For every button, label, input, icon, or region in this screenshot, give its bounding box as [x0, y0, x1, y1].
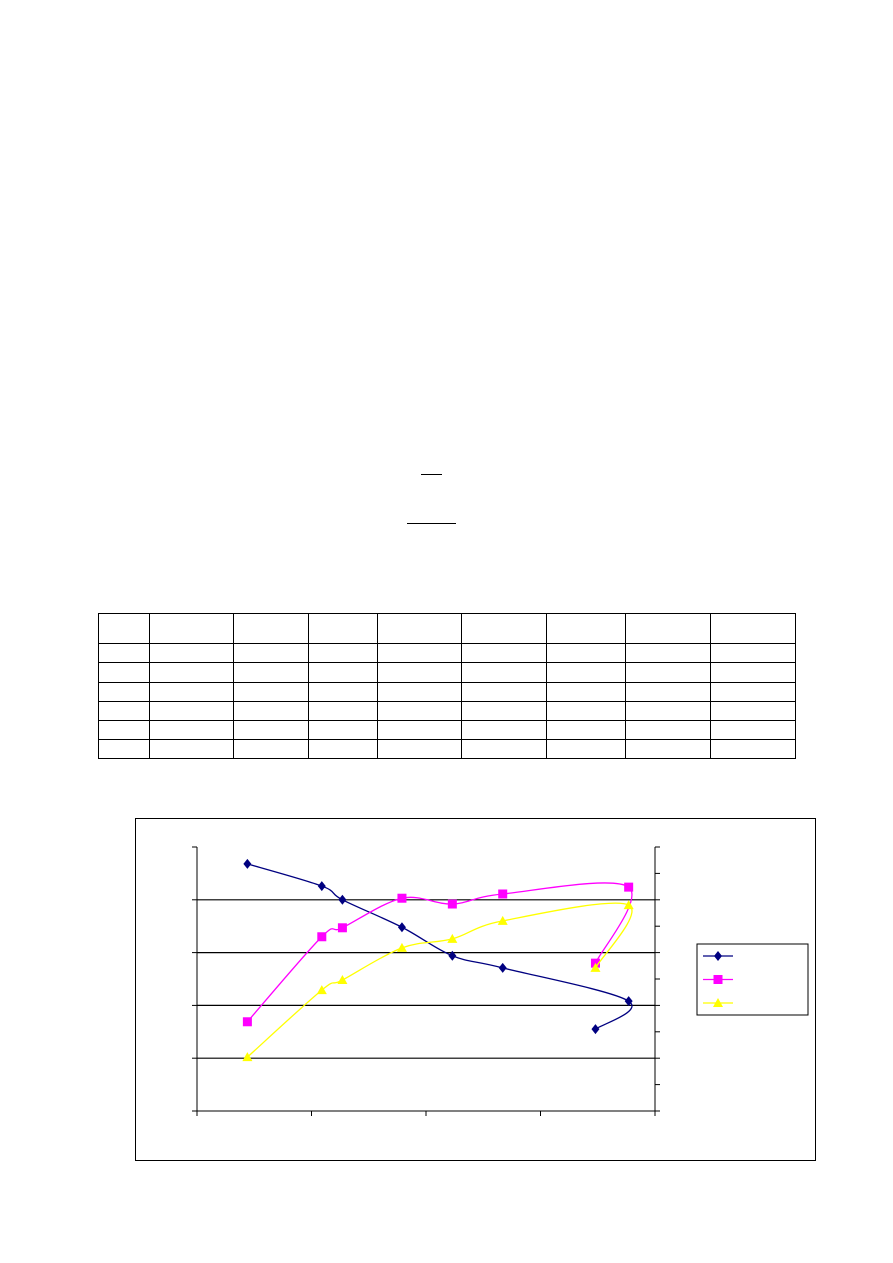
table-cell [546, 613, 626, 644]
data-point [397, 922, 406, 933]
data-point [242, 1052, 253, 1062]
data-point [396, 942, 407, 952]
data-point [338, 894, 347, 905]
fraction-bar-1 [421, 474, 442, 475]
table-cell [308, 613, 378, 644]
data-point [242, 1017, 252, 1027]
data-point [337, 975, 348, 985]
table-row [98, 701, 796, 721]
data-point [243, 858, 252, 869]
chart-area [135, 818, 816, 1161]
data-point [447, 933, 458, 943]
data-point [591, 1024, 600, 1035]
fraction-bar-2 [407, 523, 456, 524]
table-cell [625, 613, 711, 644]
series-line-3 [246, 902, 633, 1058]
data-point [397, 893, 407, 903]
data-point [448, 950, 457, 961]
data-point [317, 881, 326, 892]
data-point [498, 962, 507, 973]
data-point [337, 923, 347, 933]
legend-marker [713, 998, 723, 1007]
data-table [98, 613, 796, 759]
data-point [623, 900, 634, 910]
series-line-1 [247, 863, 633, 1030]
table-cell [710, 613, 796, 644]
table-cell [377, 613, 462, 644]
legend-marker [714, 951, 722, 961]
data-point [317, 932, 327, 942]
table-row [98, 682, 796, 702]
table-row [98, 662, 796, 683]
data-point [447, 899, 457, 909]
table-header-row [98, 613, 796, 644]
legend-marker [713, 975, 723, 984]
data-point [316, 985, 327, 995]
table-row [98, 739, 796, 759]
data-point [590, 962, 601, 972]
data-point [497, 915, 508, 925]
data-point [624, 882, 634, 892]
data-point [624, 996, 633, 1007]
data-point [498, 889, 508, 899]
table-cell [710, 739, 796, 759]
table-row [98, 643, 796, 663]
